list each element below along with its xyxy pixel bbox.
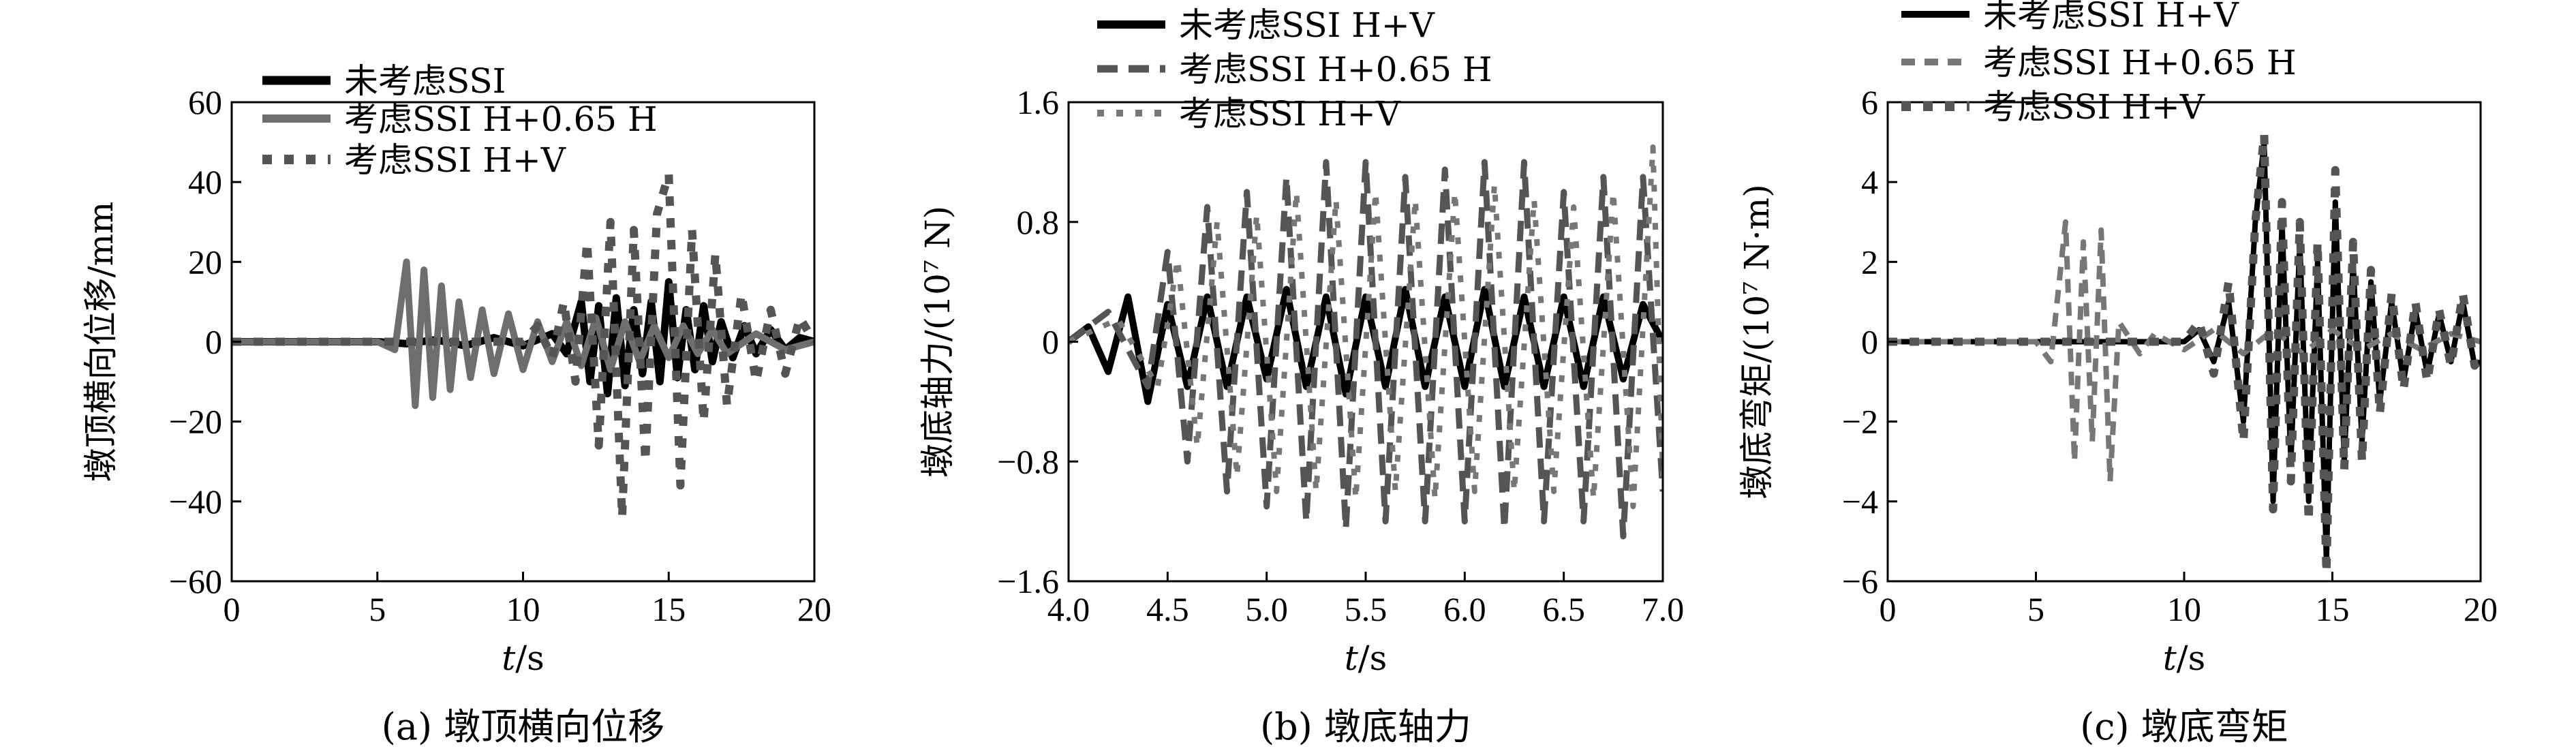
x-tick-label: 6.5 [1542, 590, 1585, 628]
legend-label: 考虑SSI H+0.65 H [1179, 50, 1492, 89]
x-tick-label: 10 [2167, 590, 2201, 628]
y-tick-label: 4 [1861, 163, 1878, 201]
panel-caption: (b) 墩底轴力 [1260, 705, 1471, 748]
legend-label: 考虑SSI H+V [1983, 87, 2205, 127]
y-tick-label: −60 [169, 562, 222, 600]
y-tick-label: 2 [1861, 243, 1878, 281]
legend-label: 未考虑SSI H+V [1179, 5, 1435, 45]
chart-3: 0 5 10 15 20 −6 −4 −2 0 2 4 6 t/s 墩底弯矩/(10⁷ N·m) (c) 墩… [1737, 0, 2498, 748]
chart-2: 4.0 4.5 5.0 5.5 6.0 6.5 7.0 −1.6 −0.8 0 0.8 1.6 t/s 墩… [918, 5, 1684, 748]
x-axis-label: t/s [1345, 638, 1387, 678]
legend-label: 考虑SSI H+0.65 H [1983, 43, 2297, 82]
x-tick-label: 15 [651, 590, 686, 628]
series-group [1888, 129, 2481, 578]
series-line-3 [1888, 129, 2481, 578]
y-tick-label: 60 [188, 83, 222, 121]
x-tick-label: 5.0 [1245, 590, 1288, 628]
y-tick-label: −1.6 [997, 562, 1059, 600]
series-line-2 [1888, 219, 2481, 484]
series-line-1 [1069, 286, 1663, 405]
x-tick-label: 5 [2027, 590, 2044, 628]
y-tick-label: 0.8 [1017, 203, 1060, 241]
y-tick-label: 0 [205, 323, 222, 361]
y-tick-label: 0 [1861, 323, 1878, 361]
series-line-3 [232, 170, 814, 522]
legend-label: 未考虑SSI [344, 61, 506, 101]
x-tick-label: 5.5 [1345, 590, 1387, 628]
legend-label: 考虑SSI H+V [1179, 94, 1401, 134]
y-axis-label: 墩底弯矩/(10⁷ N·m) [1737, 184, 1777, 499]
y-tick-label: −4 [1842, 482, 1878, 521]
panel-caption: (c) 墩底弯矩 [2080, 705, 2288, 748]
legend-label: 未考虑SSI H+V [1983, 0, 2239, 35]
series-group [1069, 144, 1663, 540]
y-tick-label: −20 [169, 403, 222, 441]
panel-caption: (a) 墩顶横向位移 [382, 705, 665, 748]
x-tick-label: 20 [797, 590, 831, 628]
series-line-2 [1069, 159, 1663, 540]
legend: 未考虑SSI H+V 考虑SSI H+0.65 H 考虑SSI H+V [1097, 5, 1492, 134]
legend-label: 考虑SSI H+0.65 H [344, 99, 658, 139]
chart-1: 0 5 10 15 20 −60 −40 −20 0 20 40 60 t/s 墩顶横向位移/mm (a) … [81, 61, 831, 748]
x-tick-label: 0 [1880, 590, 1897, 628]
y-tick-label: −2 [1842, 403, 1878, 441]
y-tick-label: 1.6 [1017, 83, 1060, 121]
y-tick-label: 0 [1042, 323, 1059, 361]
x-tick-label: 0 [224, 590, 241, 628]
x-axis-label: t/s [502, 638, 545, 678]
series-group [232, 170, 814, 522]
y-tick-label: 40 [188, 163, 222, 201]
y-tick-label: −40 [169, 482, 222, 521]
y-tick-label: 6 [1861, 83, 1878, 121]
x-tick-label: 5 [369, 590, 386, 628]
x-axis-label: t/s [2163, 638, 2206, 678]
series-line-3 [1069, 144, 1663, 510]
y-axis-label: 墩底轴力/(10⁷ N) [918, 206, 957, 478]
x-tick-label: 10 [506, 590, 540, 628]
y-axis-label: 墩顶横向位移/mm [81, 202, 121, 482]
legend-label: 考虑SSI H+V [344, 140, 566, 180]
x-tick-label: 4.0 [1047, 590, 1090, 628]
y-tick-label: −6 [1842, 562, 1878, 600]
x-tick-label: 20 [2464, 590, 2498, 628]
x-tick-label: 4.5 [1146, 590, 1189, 628]
legend: 未考虑SSI H+V 考虑SSI H+0.65 H 考虑SSI H+V [1901, 0, 2297, 127]
y-tick-label: 20 [188, 243, 222, 281]
x-tick-label: 6.0 [1443, 590, 1486, 628]
y-tick-label: −0.8 [997, 442, 1059, 480]
x-tick-label: 7.0 [1642, 590, 1685, 628]
x-tick-label: 15 [2316, 590, 2350, 628]
